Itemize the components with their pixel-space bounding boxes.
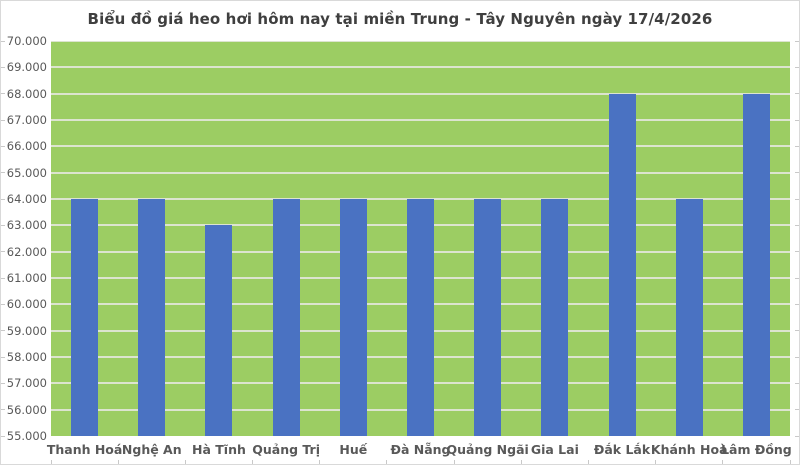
y-axis-tick [795,119,799,121]
y-axis-label: 69.000 [6,60,47,75]
x-axis-tick [252,460,254,464]
y-axis-tick [1,356,5,358]
bar [205,225,233,436]
y-axis-tick [795,303,799,305]
bar [742,93,770,436]
x-axis-label: Hà Tĩnh [192,442,246,457]
y-axis-tick [1,93,5,95]
y-axis-tick [1,251,5,253]
y-axis-tick [1,435,5,437]
gridline [51,92,790,95]
gridline [51,171,790,174]
y-axis-tick [795,224,799,226]
y-axis-tick [795,435,799,437]
y-axis-tick [1,198,5,200]
y-axis-tick [1,277,5,279]
y-axis-label: 66.000 [6,139,47,154]
chart-title: Biểu đồ giá heo hơi hôm nay tại miền Tru… [87,10,713,28]
x-axis-tick [722,460,724,464]
y-axis-tick [1,382,5,384]
y-axis-tick [1,224,5,226]
y-axis-label: 63.000 [6,218,47,233]
y-axis-label: 61.000 [6,271,47,285]
y-axis-label: 62.000 [6,244,47,259]
gridline [51,145,790,148]
y-axis-label: 60.000 [6,297,47,312]
x-axis-tick [655,460,657,464]
y-axis-label: 55.000 [6,429,47,443]
y-axis-tick [1,66,5,68]
x-axis-label: Huế [339,442,368,457]
x-axis-tick [453,460,455,464]
y-axis-label: 56.000 [6,402,47,417]
bar [339,199,367,436]
gridline [51,119,790,121]
bar [608,93,636,436]
y-axis-tick [795,40,799,42]
x-axis-tick [789,460,791,464]
x-axis-label: Nghệ An [121,442,182,457]
x-axis-label: Gia Lai [530,442,579,457]
y-axis-tick [795,251,799,253]
x-axis-tick [587,460,589,464]
y-axis-tick [795,409,799,411]
y-axis-label: 65.000 [6,165,47,180]
y-axis-tick [795,382,799,384]
y-axis-tick [1,119,5,121]
x-axis-tick [117,460,119,464]
x-axis-tick [520,460,522,464]
y-axis-tick [795,93,799,95]
bar [138,199,166,436]
x-axis-label: Đà Nẵng [390,442,451,457]
y-axis-tick [1,145,5,147]
y-axis-label: 64.000 [6,192,47,206]
y-axis-label: 58.000 [6,350,47,364]
bar [407,199,434,436]
x-axis-label: Khánh Hoà [650,442,728,457]
y-axis-tick [1,303,5,305]
bar [541,199,569,436]
gridline [51,66,790,69]
x-axis-label: Thanh Hoá [46,442,123,457]
x-axis-label: Đắk Lắk [593,442,651,457]
x-axis-label: Lâm Đồng [721,442,792,457]
y-axis-label: 59.000 [6,323,47,338]
y-axis-tick [1,409,5,411]
y-axis-tick [795,66,799,68]
bar [71,199,99,436]
y-axis-tick [1,40,5,42]
y-axis-label: 67.000 [6,113,47,127]
y-axis-tick [795,198,799,200]
y-axis-tick [1,330,5,332]
bar [675,199,703,436]
y-axis-label: 57.000 [6,376,47,391]
x-axis-label: Quảng Ngãi [446,442,529,457]
x-axis-label: Quảng Trị [252,442,320,457]
bar [272,199,300,436]
bar [474,199,502,436]
x-axis-tick [50,460,52,464]
y-axis-tick [795,172,799,174]
y-axis-tick [1,172,5,174]
y-axis-tick [795,277,799,279]
y-axis-label: 70.000 [6,34,47,48]
y-axis-tick [795,145,799,147]
gridline [51,41,790,42]
x-axis-tick [319,460,321,464]
x-axis-tick [184,460,186,464]
y-axis-tick [795,356,799,358]
y-axis-label: 68.000 [6,86,47,101]
x-axis-tick [386,460,388,464]
plot-area [51,41,790,436]
y-axis-tick [795,330,799,332]
